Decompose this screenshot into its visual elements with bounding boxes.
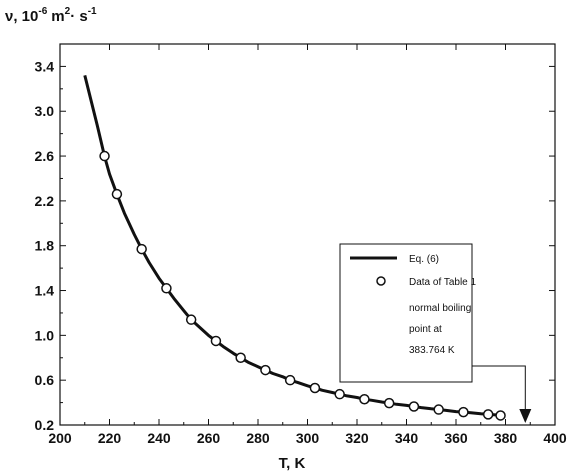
x-tick-label: 300 xyxy=(296,430,320,446)
y-axis-title-exp3: -1 xyxy=(88,6,97,17)
x-axis-title: T, K xyxy=(279,455,306,472)
y-tick-labels: 0.2 0.6 1.0 1.4 1.8 2.2 2.6 3.0 3.4 xyxy=(35,58,55,433)
data-point xyxy=(383,397,395,409)
data-point xyxy=(284,374,296,386)
legend: Eq. (6) Data of Table 1 normal boiling p… xyxy=(339,243,477,383)
x-tick-label: 220 xyxy=(98,430,122,446)
legend-label-points: Data of Table 1 xyxy=(409,277,477,288)
data-point xyxy=(210,335,222,347)
legend-circle-marker xyxy=(376,276,386,286)
legend-note-line-3: 383.764 K xyxy=(409,345,455,356)
y-axis-title: ν, 10-6 m2· s-1 xyxy=(5,6,97,25)
y-axis-title-exp2: 2 xyxy=(65,6,71,17)
data-point xyxy=(235,352,246,364)
data-point xyxy=(458,406,469,418)
x-tick-label: 400 xyxy=(543,430,567,446)
data-point xyxy=(99,150,110,162)
y-axis-title-symbol: ν, 10 xyxy=(5,8,38,25)
y-axis-title-unit-m: m xyxy=(51,8,64,25)
y-tick-label: 1.8 xyxy=(35,238,55,254)
legend-label-line: Eq. (6) xyxy=(409,254,439,265)
x-tick-label: 260 xyxy=(197,430,221,446)
x-tick-label: 360 xyxy=(444,430,468,446)
data-point xyxy=(260,364,271,376)
y-axis-title-unit-s: · s xyxy=(70,8,88,25)
axis-ticks xyxy=(59,43,556,426)
legend-note-line-2: point at xyxy=(409,324,442,335)
x-tick-labels: 200 220 240 260 280 300 320 340 360 380 400 xyxy=(48,430,567,446)
x-tick-label: 200 xyxy=(48,430,72,446)
data-point xyxy=(433,404,444,415)
y-tick-label: 3.4 xyxy=(35,58,55,74)
y-tick-label: 2.2 xyxy=(35,193,55,209)
legend-note-line-1: normal boiling xyxy=(409,303,471,314)
y-axis-title-exp1: -6 xyxy=(38,6,47,17)
data-point xyxy=(161,283,172,294)
series-group xyxy=(83,75,506,421)
data-point xyxy=(482,409,494,420)
x-tick-label: 380 xyxy=(494,430,518,446)
data-point xyxy=(111,188,123,200)
x-tick-label: 340 xyxy=(395,430,419,446)
data-point xyxy=(408,401,420,412)
x-tick-label: 280 xyxy=(246,430,270,446)
data-point xyxy=(309,382,321,394)
y-tick-label: 3.0 xyxy=(35,103,55,119)
data-point xyxy=(136,243,147,255)
data-point xyxy=(495,410,506,421)
boiling-point-arrow-head xyxy=(519,409,532,423)
data-point xyxy=(334,388,345,400)
y-tick-label: 0.2 xyxy=(35,417,55,433)
y-tick-label: 1.4 xyxy=(35,283,55,299)
y-tick-label: 2.6 xyxy=(35,148,55,164)
x-tick-label: 320 xyxy=(345,430,369,446)
legend-box xyxy=(339,243,473,383)
y-tick-label: 0.6 xyxy=(35,372,55,388)
data-point xyxy=(359,393,370,405)
data-point xyxy=(185,314,197,325)
y-tick-label: 1.0 xyxy=(35,327,55,343)
x-tick-label: 240 xyxy=(147,430,171,446)
